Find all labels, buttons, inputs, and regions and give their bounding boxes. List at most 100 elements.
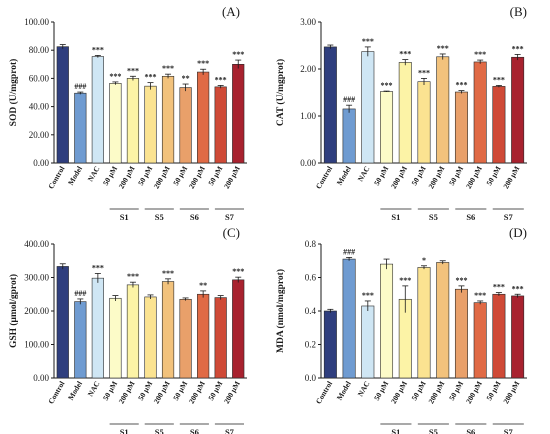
significance-label: *** (162, 64, 174, 73)
significance-label: *** (232, 50, 244, 59)
significance-label: *** (512, 44, 524, 53)
significance-label: *** (127, 66, 139, 75)
bar-4 (398, 62, 412, 164)
category-label: 50 μM (410, 165, 428, 187)
category-label: Model (66, 380, 84, 402)
significance-label: *** (399, 50, 411, 59)
bar-2 (91, 56, 104, 164)
category-label: 200 μM (117, 165, 137, 191)
bar-2 (91, 277, 104, 379)
bar-3 (109, 83, 122, 164)
bar-1 (74, 92, 87, 164)
bar-6 (436, 262, 450, 379)
significance-label: *** (418, 68, 430, 77)
y-tick-label: 2.00 (300, 64, 316, 74)
y-tick-label: 400.00 (24, 239, 49, 249)
category-label: 200 μM (464, 165, 484, 191)
y-tick-label: 0.0 (305, 373, 317, 383)
y-tick-label: 0.4 (305, 306, 317, 316)
bar-2 (361, 51, 375, 164)
category-label: 50 μM (206, 165, 224, 187)
bar-10 (232, 279, 245, 379)
bar-7 (179, 87, 192, 164)
category-label: 50 μM (101, 165, 119, 187)
category-label: 50 μM (171, 165, 189, 187)
category-label: NAC (356, 165, 372, 184)
category-label: NAC (86, 380, 102, 399)
y-tick-label: 0.00 (33, 373, 49, 383)
y-tick-label: 0.2 (305, 340, 316, 350)
panel-label: (B) (510, 4, 527, 19)
group-label: S1 (391, 427, 400, 434)
significance-label: *** (145, 73, 157, 82)
group-label: S6 (466, 427, 475, 434)
bar-9 (492, 86, 506, 164)
category-label: 200 μM (389, 380, 409, 406)
y-axis-label: GSH (μmol/gprot) (8, 274, 19, 348)
bar-8 (473, 302, 487, 379)
chart-panel-a: 0.00 20.00 40.00 60.00 80.00 100.00 SOD (U/mgp… (8, 4, 247, 222)
bar-3 (380, 263, 394, 379)
y-axis-label: SOD (U/mgprot) (8, 59, 19, 127)
category-label: 200 μM (501, 165, 521, 191)
significance-label: *** (92, 263, 104, 272)
y-tick-label: 40.00 (29, 102, 50, 112)
category-label: 200 μM (187, 380, 207, 406)
bar-5 (144, 85, 157, 164)
category-label: 50 μM (410, 380, 428, 402)
category-label: Control (46, 165, 66, 191)
bar-1 (74, 301, 87, 379)
category-label: 50 μM (447, 380, 465, 402)
significance-label: ### (74, 82, 86, 91)
bar-8 (473, 61, 487, 164)
bar-1 (342, 258, 356, 379)
panel-label: (D) (509, 225, 527, 240)
y-tick-label: 60.00 (29, 73, 50, 83)
group-label: S7 (225, 212, 235, 222)
significance-label: *** (362, 37, 374, 46)
category-label: 200 μM (222, 165, 242, 191)
category-label: 200 μM (426, 380, 446, 406)
significance-label: *** (455, 276, 467, 285)
significance-label: *** (493, 75, 505, 84)
y-tick-label: 0.6 (305, 273, 317, 283)
significance-label: ### (343, 247, 355, 256)
significance-label: *** (474, 291, 486, 300)
category-label: Model (335, 380, 353, 402)
significance-label: *** (399, 276, 411, 285)
significance-label: *** (162, 269, 174, 278)
significance-label: *** (362, 291, 374, 300)
y-tick-label: 80.00 (29, 45, 50, 55)
bar-10 (511, 56, 525, 164)
group-label: S6 (190, 212, 199, 222)
chart-panel-d: 0.0 0.2 0.4 0.6 0.8 MDA (nmol/mgprot) (D) Contr… (275, 225, 527, 434)
category-label: NAC (86, 165, 102, 184)
category-label: Model (66, 165, 84, 187)
significance-label: *** (474, 50, 486, 59)
category-label: 200 μM (389, 165, 409, 191)
category-label: 50 μM (484, 379, 502, 401)
group-label: S5 (155, 427, 164, 434)
bar-8 (197, 71, 210, 164)
chart-panel-c: 0.00 100.00 200.00 300.00 400.00 GSH (μmol/gp… (8, 225, 247, 434)
significance-label: *** (512, 284, 524, 293)
bar-7 (454, 288, 468, 379)
y-axis-label: MDA (nmol/mgprot) (275, 269, 286, 353)
bar-5 (417, 81, 431, 164)
category-label: 50 μM (484, 164, 502, 186)
bar-7 (454, 91, 468, 164)
group-label: S1 (120, 212, 129, 222)
bar-3 (109, 297, 122, 379)
significance-label: *** (381, 81, 393, 90)
bar-6 (161, 75, 175, 164)
bar-1 (342, 108, 356, 164)
y-tick-label: 200.00 (24, 306, 49, 316)
significance-label: ** (182, 74, 190, 83)
bar-7 (179, 298, 192, 379)
significance-label: ** (199, 281, 207, 290)
category-label: 200 μM (222, 380, 242, 406)
category-label: Control (46, 380, 66, 406)
y-tick-label: 100.00 (24, 340, 49, 350)
bar-10 (232, 64, 245, 164)
significance-label: *** (455, 81, 467, 90)
